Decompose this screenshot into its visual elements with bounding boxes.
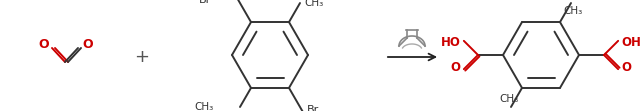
Text: O: O [83, 38, 94, 51]
Text: OH: OH [621, 36, 641, 49]
Text: CH₃: CH₃ [563, 6, 583, 16]
Text: HO: HO [441, 36, 461, 49]
Text: CH₃: CH₃ [499, 94, 519, 104]
Text: Br: Br [307, 105, 319, 111]
Text: +: + [135, 48, 149, 66]
Text: O: O [38, 38, 49, 51]
Text: O: O [621, 61, 631, 74]
Text: Br: Br [199, 0, 211, 5]
Text: O: O [451, 61, 461, 74]
Text: CH₃: CH₃ [304, 0, 323, 8]
Text: CH₃: CH₃ [195, 102, 214, 111]
